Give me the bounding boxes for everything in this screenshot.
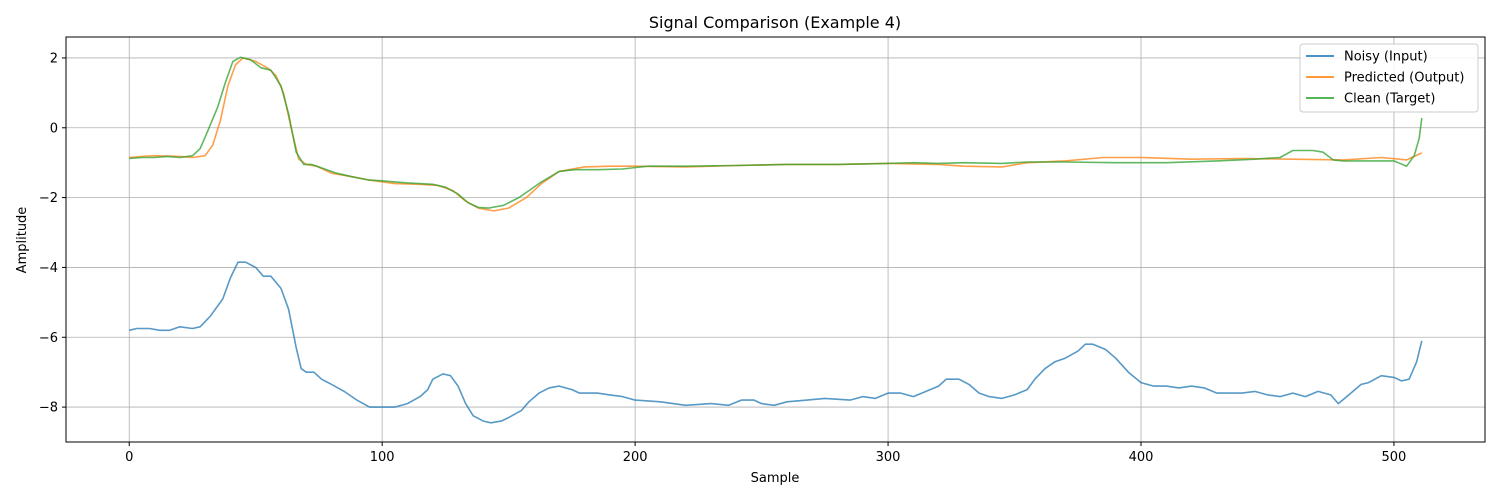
series-line-1 [129, 261, 1423, 424]
chart-title: Signal Comparison (Example 4) [649, 13, 901, 32]
series-line-3 [129, 56, 1423, 209]
y-tick-label: −6 [39, 331, 58, 346]
y-tick-label: 0 [50, 121, 58, 136]
x-tick-label: 200 [623, 450, 648, 465]
legend-label: Noisy (Input) [1344, 50, 1428, 65]
plot-frame [65, 36, 1486, 443]
y-tick-label: −8 [39, 401, 58, 416]
x-tick-label: 300 [876, 450, 901, 465]
grid [66, 37, 1485, 442]
x-tick-label: 400 [1129, 450, 1154, 465]
x-axis-label: Sample [751, 471, 800, 486]
legend: Noisy (Input) Predicted (Output) Clean (Ta… [1299, 43, 1479, 113]
y-tick-label: −4 [39, 261, 58, 276]
legend-label: Predicted (Output) [1344, 71, 1464, 86]
series-lines [129, 56, 1423, 424]
x-tick-label: 0 [125, 450, 133, 465]
axis-ticks: 0 100 200 300 400 500 2 0 −2 −4 −6 −8 [39, 51, 1407, 465]
x-tick-label: 100 [370, 450, 395, 465]
y-tick-label: 2 [50, 51, 58, 66]
y-axis-label: Amplitude [15, 207, 30, 274]
legend-label: Clean (Target) [1344, 92, 1435, 107]
y-tick-label: −2 [39, 191, 58, 206]
legend-box [1299, 43, 1479, 113]
series-line-2 [129, 57, 1423, 212]
x-tick-label: 500 [1382, 450, 1407, 465]
